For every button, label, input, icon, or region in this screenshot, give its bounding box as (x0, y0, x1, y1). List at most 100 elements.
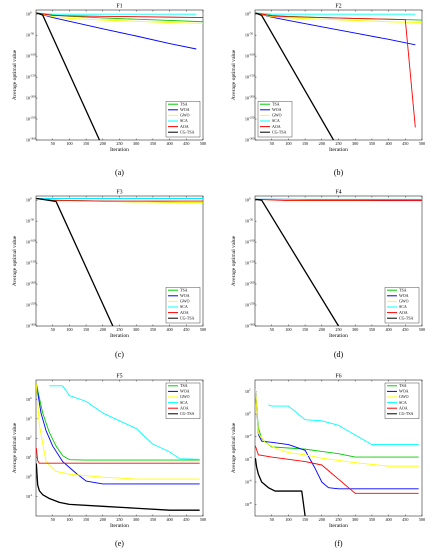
x-tick-label: 100 (285, 517, 291, 522)
y-tick-exponent: -200 (249, 280, 255, 284)
y-tick-exponent: -50 (249, 32, 253, 36)
y-tick-label: 10 (26, 324, 30, 329)
series-line-sca (255, 12, 416, 15)
x-axis-label: Iteration (329, 333, 348, 339)
x-tick-label: 250 (335, 141, 341, 146)
y-tick-exponent: -8 (249, 501, 252, 505)
chart-title: F6 (335, 374, 341, 380)
x-tick-label: 50 (270, 517, 274, 522)
x-tick-label: 500 (419, 517, 425, 522)
legend-entry: AOA (180, 124, 189, 129)
series-line-gwo (36, 12, 203, 24)
x-tick-label: 150 (83, 327, 89, 332)
chart-title: F1 (116, 4, 122, 10)
x-tick-label: 50 (270, 327, 274, 332)
legend-entry: SCA (180, 304, 188, 309)
x-tick-label: 300 (352, 327, 358, 332)
x-tick-label: 400 (166, 327, 172, 332)
chart-title: F5 (116, 374, 122, 380)
series-line-aoa (36, 447, 200, 464)
y-tick-exponent: -50 (249, 218, 253, 222)
y-tick-label: 10 (245, 240, 249, 245)
x-tick-label: 150 (83, 141, 89, 146)
y-tick-exponent: 0 (249, 410, 251, 414)
y-tick-label: 10 (26, 416, 30, 421)
legend-entry: WOA (180, 107, 190, 112)
y-tick-exponent: -150 (249, 259, 255, 263)
y-tick-exponent: -200 (30, 94, 36, 98)
y-tick-label: 10 (245, 303, 249, 308)
x-tick-label: 350 (369, 141, 375, 146)
y-tick-exponent: 4 (30, 396, 32, 400)
y-tick-label: 10 (26, 261, 30, 266)
panel-caption: (d) (334, 350, 344, 359)
legend-box (165, 287, 201, 324)
y-tick-exponent: 0 (249, 11, 251, 15)
series-line-gwo (36, 383, 200, 480)
x-tick-label: 100 (285, 141, 291, 146)
x-tick-label: 150 (302, 327, 308, 332)
chart-title: F4 (335, 190, 341, 196)
series-layer (255, 387, 419, 516)
legend-entry: WOA (399, 293, 409, 298)
legend-entry: AOA (399, 405, 408, 410)
x-tick-label: 100 (285, 327, 291, 332)
legend-entry: WOA (399, 389, 409, 394)
y-tick-label: 10 (245, 502, 249, 507)
series-layer (36, 12, 203, 140)
x-tick-label: 200 (319, 517, 325, 522)
y-tick-label: 10 (26, 240, 30, 245)
legend-entry: SCA (272, 118, 280, 123)
x-tick-label: 500 (200, 327, 206, 332)
legend-entry: GWO (180, 113, 190, 118)
x-tick-label: 450 (402, 141, 408, 146)
x-tick-label: 250 (116, 517, 122, 522)
y-tick-label: 10 (245, 457, 249, 462)
y-tick-label: 10 (245, 282, 249, 287)
y-tick-label: 10 (26, 219, 30, 224)
x-tick-label: 250 (116, 327, 122, 332)
panel-caption: (e) (115, 539, 124, 548)
y-tick-label: 10 (26, 282, 30, 287)
y-tick-exponent: -150 (30, 73, 36, 77)
x-tick-label: 150 (302, 141, 308, 146)
x-axis-label: Iteration (329, 147, 348, 153)
legend-entry: SCA (399, 400, 407, 405)
y-tick-exponent: -300 (249, 322, 255, 326)
y-tick-label: 10 (245, 389, 249, 394)
series-line-woa (255, 387, 419, 490)
y-tick-label: 10 (26, 117, 30, 122)
x-tick-label: 50 (51, 141, 55, 146)
x-tick-label: 250 (335, 517, 341, 522)
x-tick-label: 300 (133, 327, 139, 332)
series-line-woa (36, 383, 200, 485)
x-tick-label: 300 (352, 141, 358, 146)
x-tick-label: 50 (51, 327, 55, 332)
y-tick-exponent: 2 (30, 435, 32, 439)
y-axis-label: Average optimal value (12, 235, 18, 286)
x-tick-label: 350 (369, 517, 375, 522)
series-line-tsa (36, 383, 200, 461)
y-tick-label: 10 (26, 54, 30, 59)
panel-caption: (f) (335, 539, 343, 548)
series-line-sca (49, 385, 200, 460)
panel-caption: (c) (115, 350, 124, 359)
x-tick-label: 500 (419, 141, 425, 146)
y-tick-exponent: -100 (30, 53, 36, 57)
y-tick-exponent: -300 (249, 136, 255, 140)
y-axis-label: Average optimal value (231, 235, 237, 286)
x-tick-label: 350 (150, 327, 156, 332)
y-tick-exponent: -50 (30, 218, 34, 222)
y-tick-exponent: 0 (30, 197, 32, 201)
y-tick-exponent: -150 (30, 259, 36, 263)
x-tick-label: 50 (51, 517, 55, 522)
legend-entry: TSA (180, 383, 188, 388)
y-axis-label: Average optimal value (231, 49, 237, 100)
